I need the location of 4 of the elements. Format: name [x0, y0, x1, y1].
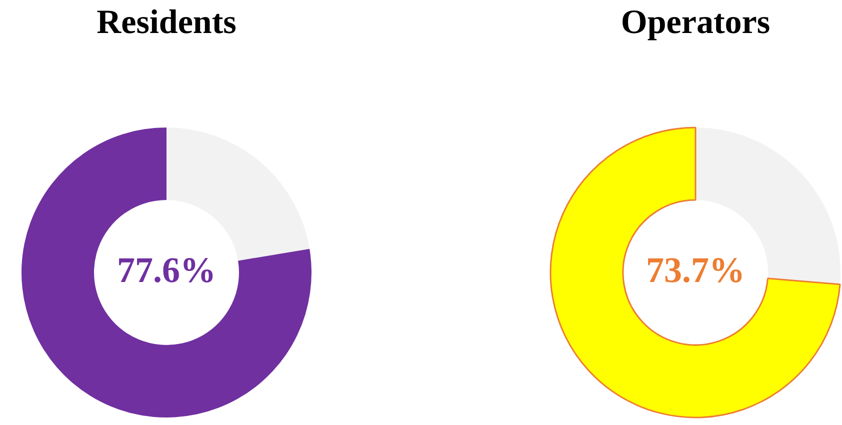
- data-label: 73.7%: [646, 250, 745, 290]
- chart-title: Residents: [96, 4, 238, 42]
- chart-title: Operators: [620, 4, 772, 42]
- data-label: 77.6%: [117, 250, 216, 290]
